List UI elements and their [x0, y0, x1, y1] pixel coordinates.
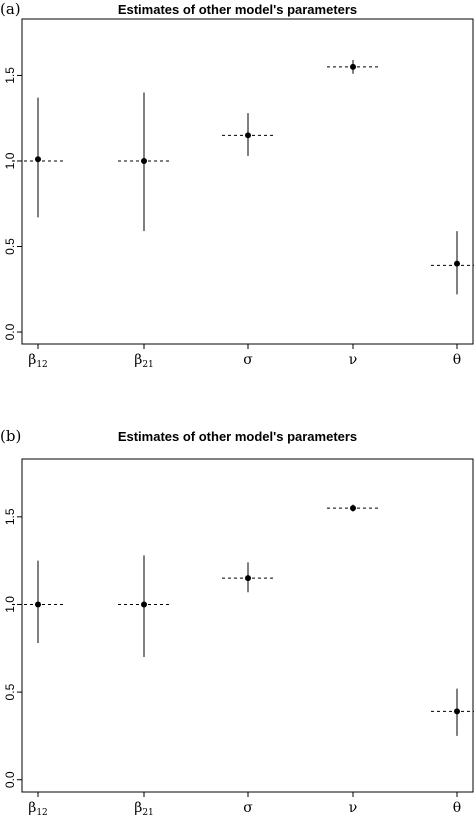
x-tick-label: ν: [349, 352, 358, 368]
x-tick-label: θ: [453, 352, 461, 368]
estimate-point: [350, 63, 356, 70]
y-tick-label: 1.5: [3, 508, 17, 525]
x-tick-label: σ: [243, 800, 253, 815]
x-tick-label: σ: [243, 352, 253, 368]
y-tick-label: 0.5: [3, 683, 17, 700]
y-tick-label: 0.0: [3, 771, 17, 788]
estimate-point: [141, 157, 147, 164]
estimate-point: [245, 575, 251, 582]
y-tick-label: 1.0: [3, 596, 17, 613]
y-tick-label: 0.5: [3, 238, 17, 255]
x-tick-label: β12: [28, 352, 48, 370]
plot-frame: [21, 18, 474, 345]
panel-a: (a) Estimates of other model's parameters…: [0, 0, 474, 370]
x-tick-label: β21: [134, 352, 154, 370]
estimate-point: [454, 260, 460, 267]
y-tick-label: 1.5: [3, 67, 17, 84]
panel-b: (b) Estimates of other model's parameters…: [0, 427, 474, 815]
estimate-point: [245, 132, 251, 139]
x-tick-label: β21: [134, 800, 154, 815]
x-tick-label: θ: [453, 800, 461, 815]
estimate-point: [35, 601, 41, 608]
chart-title: Estimates of other model's parameters: [118, 429, 357, 444]
estimate-point: [454, 708, 460, 715]
y-tick-label: 0.0: [3, 323, 17, 340]
panel-label: (b): [0, 427, 21, 445]
estimate-point: [350, 505, 356, 512]
x-tick-label: ν: [349, 800, 358, 815]
estimate-point: [35, 156, 41, 163]
x-tick-label: β12: [28, 800, 48, 815]
panel-label: (a): [0, 0, 21, 18]
plot-frame: [21, 458, 474, 793]
estimate-point: [141, 601, 147, 608]
y-tick-label: 1.0: [3, 152, 17, 169]
chart-title: Estimates of other model's parameters: [118, 2, 357, 17]
